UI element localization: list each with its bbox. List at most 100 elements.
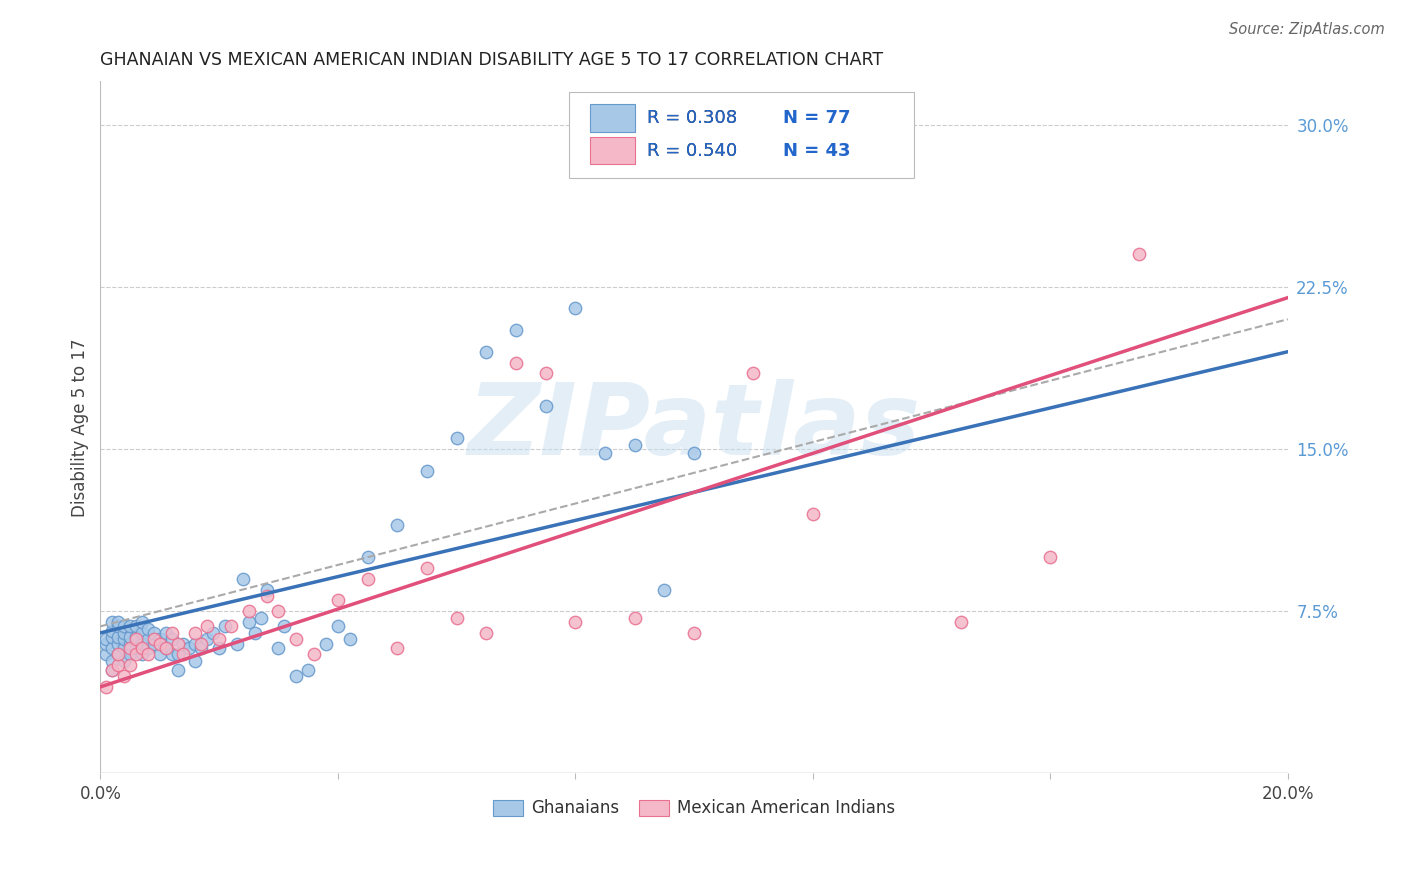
Point: [564, 615, 586, 629]
Point: [238, 615, 260, 629]
Point: [107, 658, 129, 673]
Y-axis label: Disability Age 5 to 17: Disability Age 5 to 17: [72, 338, 89, 516]
Point: [683, 446, 706, 460]
Point: [214, 619, 236, 633]
Point: [107, 648, 129, 662]
Point: [249, 611, 271, 625]
Point: [101, 654, 124, 668]
Point: [112, 632, 135, 647]
Point: [195, 632, 218, 647]
Bar: [589, 104, 634, 132]
Point: [356, 550, 378, 565]
Point: [131, 640, 153, 655]
Point: [160, 625, 183, 640]
Point: [475, 625, 498, 640]
Point: [142, 637, 165, 651]
Point: [593, 446, 616, 460]
Text: R = 0.308: R = 0.308: [647, 109, 737, 127]
Point: [387, 640, 409, 655]
Point: [505, 355, 527, 369]
Point: [623, 438, 645, 452]
Text: GHANAIAN VS MEXICAN AMERICAN INDIAN DISABILITY AGE 5 TO 17 CORRELATION CHART: GHANAIAN VS MEXICAN AMERICAN INDIAN DISA…: [100, 51, 883, 69]
Point: [232, 572, 254, 586]
Point: [101, 624, 124, 638]
Point: [131, 648, 153, 662]
Text: ZIPatlas: ZIPatlas: [468, 379, 921, 476]
Point: [118, 630, 141, 644]
Point: [107, 630, 129, 644]
Point: [160, 648, 183, 662]
Point: [623, 611, 645, 625]
Point: [416, 464, 439, 478]
Point: [534, 399, 557, 413]
Point: [475, 344, 498, 359]
Point: [285, 632, 308, 647]
Point: [101, 615, 124, 629]
Point: [107, 648, 129, 662]
Point: [184, 637, 207, 651]
Point: [125, 632, 148, 647]
Text: R = 0.308: R = 0.308: [647, 109, 737, 127]
Point: [219, 619, 242, 633]
Point: [184, 625, 207, 640]
Point: [387, 517, 409, 532]
Point: [101, 663, 124, 677]
Point: [101, 640, 124, 655]
Point: [256, 589, 278, 603]
Point: [416, 561, 439, 575]
Text: N = 43: N = 43: [783, 142, 851, 160]
Text: R = 0.540: R = 0.540: [647, 142, 737, 160]
Point: [190, 637, 212, 651]
Point: [243, 625, 266, 640]
Point: [950, 615, 973, 629]
Point: [96, 680, 118, 694]
Point: [131, 625, 153, 640]
Point: [1128, 247, 1150, 261]
Point: [190, 640, 212, 655]
Point: [136, 640, 159, 655]
Point: [226, 637, 249, 651]
Point: [534, 367, 557, 381]
Point: [315, 637, 337, 651]
Point: [202, 625, 225, 640]
Point: [326, 593, 349, 607]
Point: [1039, 550, 1062, 565]
Text: N = 77: N = 77: [783, 109, 851, 127]
Point: [118, 637, 141, 651]
Point: [256, 582, 278, 597]
Point: [112, 654, 135, 668]
Point: [131, 637, 153, 651]
Point: [446, 611, 468, 625]
Point: [131, 615, 153, 629]
Point: [339, 632, 361, 647]
Point: [125, 619, 148, 633]
Point: [267, 640, 290, 655]
Point: [801, 507, 824, 521]
Point: [96, 632, 118, 647]
Point: [208, 640, 231, 655]
Point: [267, 604, 290, 618]
Point: [112, 640, 135, 655]
Point: [166, 663, 188, 677]
Point: [564, 301, 586, 316]
Point: [107, 619, 129, 633]
Point: [172, 648, 194, 662]
Point: [356, 572, 378, 586]
Point: [302, 648, 325, 662]
Point: [112, 619, 135, 633]
Point: [155, 640, 177, 655]
Point: [112, 669, 135, 683]
Point: [101, 630, 124, 644]
Point: [505, 323, 527, 337]
Point: [238, 604, 260, 618]
Point: [446, 431, 468, 445]
Point: [118, 640, 141, 655]
Point: [149, 637, 172, 651]
Point: [195, 619, 218, 633]
Point: [155, 625, 177, 640]
Point: [136, 632, 159, 647]
Point: [136, 622, 159, 636]
Point: [112, 625, 135, 640]
Point: [184, 654, 207, 668]
Point: [136, 648, 159, 662]
